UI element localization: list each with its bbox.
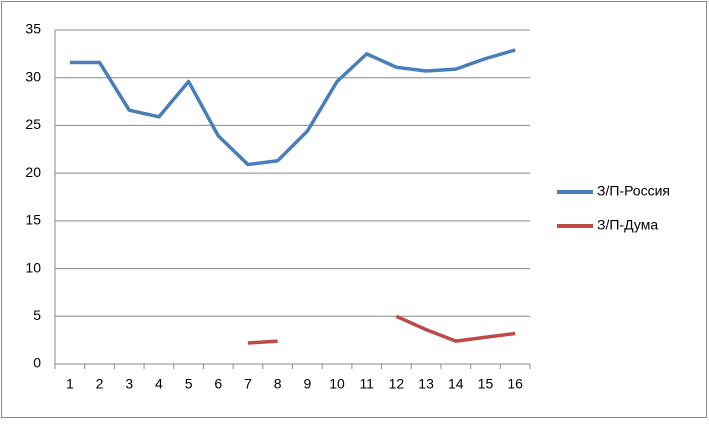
y-tick-label: 10 [25, 259, 41, 275]
x-tick-label: 5 [185, 376, 193, 392]
x-tick-label: 15 [478, 376, 494, 392]
x-tick-label: 6 [214, 376, 222, 392]
y-tick-label: 0 [33, 355, 41, 371]
x-tick-label: 4 [155, 376, 163, 392]
x-tick-label: 12 [389, 376, 405, 392]
x-tick-label: 11 [359, 376, 374, 392]
x-tick-label: 10 [329, 376, 345, 392]
x-tick-label: 16 [507, 376, 523, 392]
y-tick-label: 5 [33, 307, 41, 323]
x-tick-label: 3 [125, 376, 133, 392]
x-tick-label: 9 [303, 376, 311, 392]
x-tick-label: 1 [66, 376, 74, 392]
legend-label: З/П-Дума [597, 217, 658, 233]
series-line [69, 48, 516, 167]
series-line [247, 339, 278, 345]
y-tick-label: 35 [25, 21, 41, 37]
legend-label: З/П-Россия [597, 183, 670, 199]
x-tick-label: 2 [96, 376, 104, 392]
y-tick-label: 15 [25, 212, 41, 228]
y-tick-label: 25 [25, 116, 41, 132]
y-tick-label: 20 [25, 164, 41, 180]
y-tick-label: 30 [25, 68, 41, 84]
chart-border [1, 1, 707, 418]
x-tick-label: 14 [448, 376, 464, 392]
x-tick-label: 7 [244, 376, 252, 392]
series-line [395, 314, 516, 343]
x-tick-label: 8 [274, 376, 282, 392]
x-tick-label: 13 [418, 376, 434, 392]
